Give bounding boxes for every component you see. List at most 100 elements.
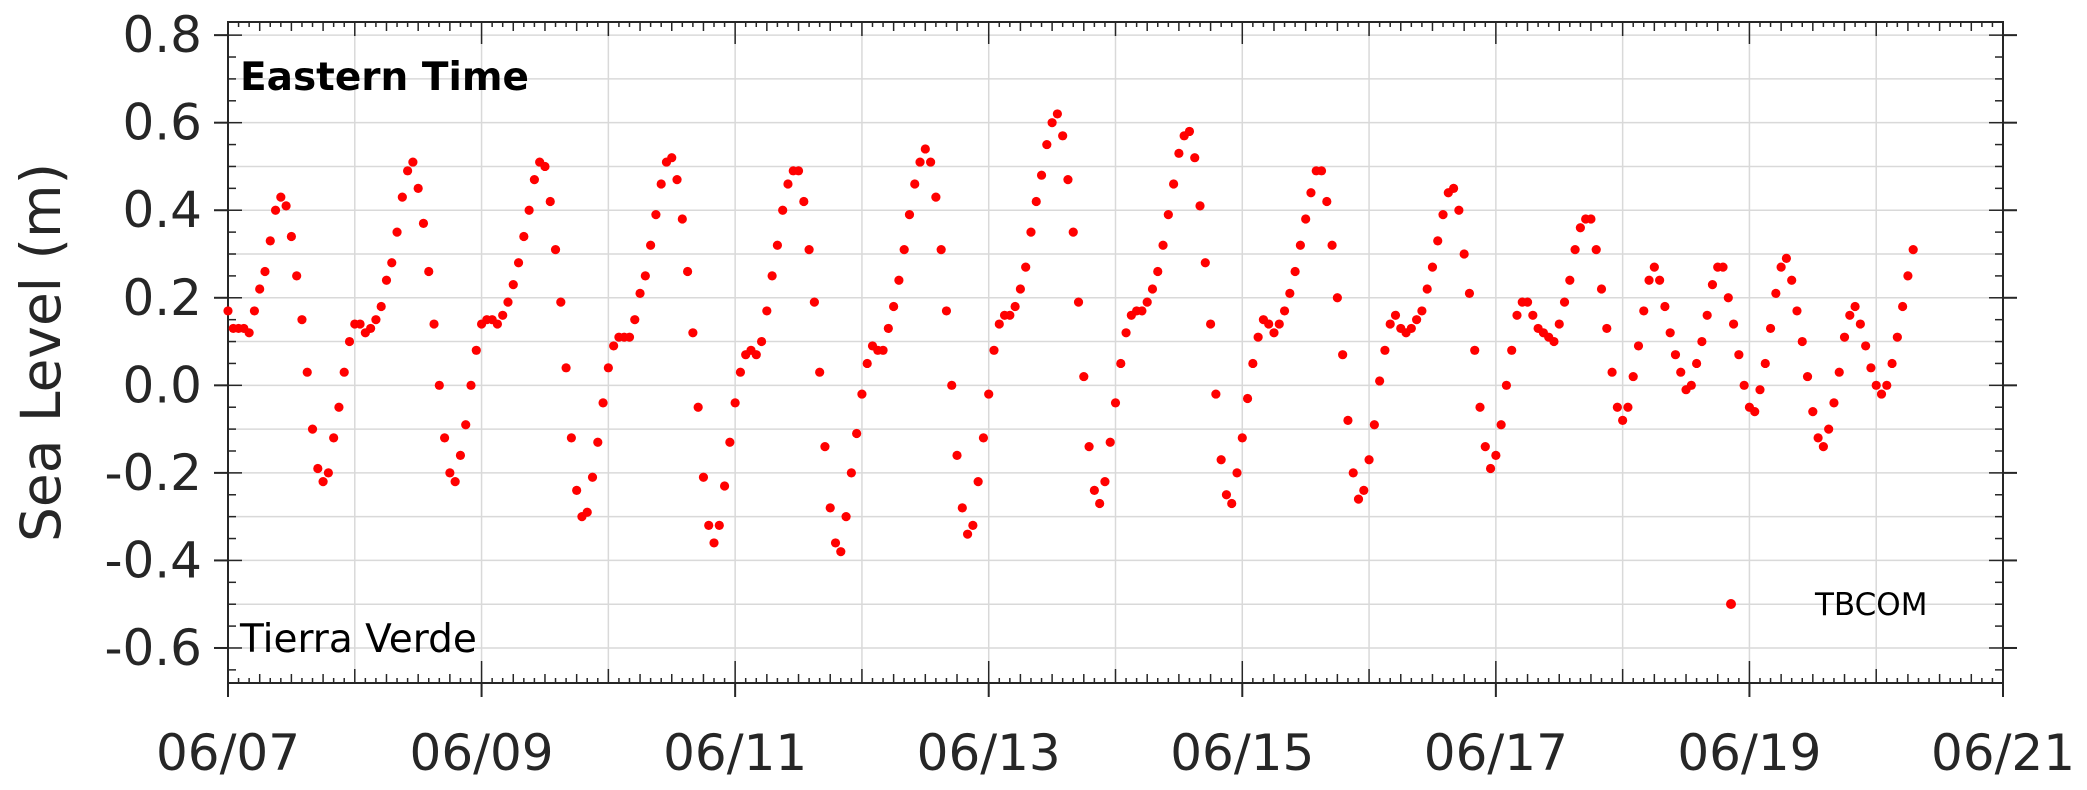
data-point bbox=[1660, 301, 1670, 312]
data-point bbox=[503, 297, 513, 307]
data-point bbox=[1211, 389, 1221, 399]
data-point bbox=[1818, 442, 1828, 452]
data-point bbox=[1554, 319, 1564, 329]
data-point bbox=[1438, 210, 1448, 220]
data-point bbox=[413, 183, 423, 193]
data-point bbox=[825, 503, 835, 513]
legend-marker bbox=[1726, 599, 1736, 609]
data-point bbox=[1480, 442, 1490, 452]
data-point bbox=[1575, 223, 1585, 233]
data-point bbox=[1454, 205, 1464, 215]
legend: TBCOM bbox=[1726, 587, 1927, 623]
y-tick-label: -0.6 bbox=[104, 619, 202, 677]
data-point bbox=[899, 245, 909, 255]
data-point bbox=[1602, 323, 1612, 334]
data-point bbox=[255, 284, 265, 294]
data-point bbox=[429, 319, 439, 329]
data-point bbox=[1406, 323, 1416, 334]
data-point bbox=[1507, 345, 1517, 355]
data-point bbox=[1021, 262, 1031, 272]
data-point bbox=[1058, 131, 1068, 141]
data-point bbox=[704, 520, 714, 531]
data-point bbox=[1892, 332, 1902, 342]
data-point bbox=[1227, 498, 1237, 509]
data-point bbox=[1042, 139, 1052, 150]
data-point bbox=[725, 437, 735, 447]
data-point bbox=[1274, 319, 1284, 329]
data-point bbox=[836, 547, 846, 557]
data-point bbox=[450, 477, 460, 487]
data-point bbox=[656, 179, 666, 189]
data-point bbox=[244, 328, 254, 338]
data-point bbox=[466, 380, 476, 390]
y-tick-label: 0.8 bbox=[122, 6, 202, 64]
data-point bbox=[1866, 363, 1876, 373]
data-point bbox=[1390, 310, 1401, 320]
data-point bbox=[1776, 262, 1786, 272]
data-point bbox=[1824, 424, 1834, 434]
data-point bbox=[498, 310, 508, 320]
data-point bbox=[630, 315, 640, 325]
data-point bbox=[1813, 433, 1823, 443]
data-point bbox=[947, 380, 957, 390]
data-point bbox=[651, 210, 661, 220]
data-point bbox=[677, 214, 687, 224]
data-point bbox=[519, 231, 529, 242]
data-point bbox=[1855, 319, 1865, 329]
data-points bbox=[223, 109, 1918, 557]
data-point bbox=[1628, 371, 1638, 382]
data-point bbox=[714, 520, 724, 531]
data-point bbox=[1163, 210, 1173, 220]
data-point bbox=[1195, 201, 1205, 211]
data-point bbox=[1285, 288, 1295, 299]
data-point bbox=[920, 144, 930, 154]
data-point bbox=[1692, 358, 1702, 369]
data-point bbox=[1079, 371, 1089, 382]
data-point bbox=[968, 520, 978, 531]
data-point bbox=[1279, 306, 1290, 316]
data-point bbox=[904, 210, 915, 220]
data-point bbox=[1290, 266, 1300, 277]
data-point bbox=[1559, 297, 1570, 307]
data-point bbox=[841, 512, 851, 522]
data-point bbox=[1216, 455, 1226, 465]
data-point bbox=[313, 463, 323, 474]
data-point bbox=[1876, 389, 1887, 399]
data-point bbox=[376, 301, 386, 312]
station-annotation: Tierra Verde bbox=[239, 617, 477, 662]
data-point bbox=[1316, 166, 1327, 176]
y-tick-label: -0.4 bbox=[104, 531, 202, 589]
data-point bbox=[1248, 358, 1258, 369]
data-point bbox=[682, 266, 693, 277]
data-point bbox=[820, 442, 830, 452]
data-point bbox=[445, 468, 455, 478]
data-point bbox=[852, 428, 862, 439]
data-point bbox=[387, 258, 397, 268]
data-point bbox=[455, 450, 466, 460]
data-point bbox=[1728, 319, 1739, 329]
data-point bbox=[1549, 336, 1559, 347]
data-point bbox=[756, 336, 767, 347]
y-tick-label: 0.2 bbox=[122, 269, 202, 327]
data-point bbox=[1528, 310, 1538, 320]
data-point bbox=[323, 468, 333, 478]
data-point bbox=[439, 433, 450, 443]
data-point bbox=[471, 345, 481, 355]
x-tick-label: 06/13 bbox=[917, 724, 1061, 782]
data-point bbox=[1649, 262, 1659, 272]
data-point bbox=[1797, 336, 1807, 347]
data-point bbox=[1301, 214, 1311, 224]
data-point bbox=[1639, 306, 1649, 316]
data-point bbox=[550, 245, 561, 255]
data-point bbox=[1448, 183, 1459, 193]
data-point bbox=[302, 367, 312, 377]
data-point bbox=[635, 288, 645, 299]
data-point bbox=[1464, 288, 1475, 299]
data-point bbox=[962, 529, 973, 539]
data-point bbox=[598, 398, 608, 408]
data-point bbox=[572, 485, 582, 495]
data-point bbox=[1100, 477, 1110, 487]
data-point bbox=[1882, 380, 1892, 390]
y-tick-label: -0.2 bbox=[104, 444, 202, 502]
data-point bbox=[1153, 266, 1163, 277]
